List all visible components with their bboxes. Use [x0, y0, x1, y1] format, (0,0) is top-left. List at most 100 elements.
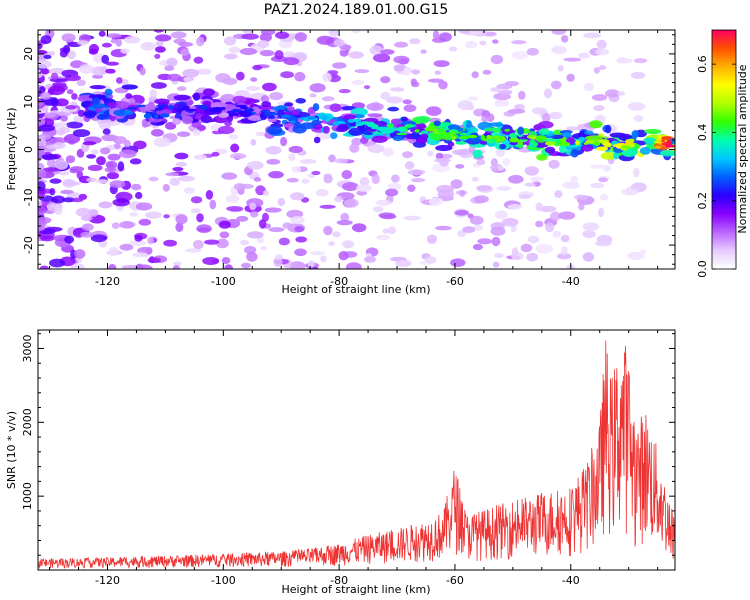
ridge-core-blob	[179, 107, 190, 110]
noise-blob	[54, 160, 69, 170]
ridge-core-blob	[198, 104, 209, 111]
noise-blob	[38, 169, 47, 179]
noise-blob	[551, 30, 567, 35]
noise-blob	[196, 36, 205, 47]
ridge-core-blob	[459, 135, 469, 140]
ridge-blob	[165, 122, 177, 130]
noise-blob	[249, 211, 259, 218]
ridge-blob	[433, 120, 441, 127]
noise-blob	[467, 96, 479, 101]
colorbar-tick-label: 0.2	[696, 192, 709, 210]
noise-blob	[490, 87, 501, 92]
noise-blob	[142, 120, 152, 127]
ridge-core-blob	[243, 107, 255, 113]
noise-blob	[496, 83, 513, 90]
noise-blob	[48, 85, 65, 96]
noise-blob	[71, 93, 78, 100]
noise-blob	[38, 136, 47, 147]
noise-blob	[147, 257, 161, 264]
noise-blob	[570, 175, 578, 184]
noise-blob	[63, 44, 71, 54]
noise-blob	[508, 174, 524, 184]
noise-blob	[550, 80, 562, 90]
noise-blob	[393, 64, 407, 72]
noise-blob	[402, 99, 412, 105]
noise-blob	[535, 202, 544, 212]
noise-blob	[38, 181, 46, 192]
noise-blob	[75, 207, 92, 217]
noise-blob	[178, 42, 194, 47]
noise-blob	[493, 93, 512, 101]
ridge-blob	[329, 103, 342, 112]
noise-blob	[81, 215, 93, 221]
noise-blob	[551, 45, 567, 55]
noise-blob	[545, 222, 555, 233]
ridge-core-blob	[397, 127, 406, 131]
noise-blob	[101, 54, 110, 64]
noise-blob	[595, 48, 610, 56]
noise-blob	[253, 177, 262, 182]
ridge-core-blob	[360, 121, 371, 125]
noise-blob	[147, 236, 155, 245]
noise-blob	[364, 256, 376, 263]
ridge-core-blob	[596, 146, 608, 151]
colorbar-tick-label: 0.0	[696, 260, 709, 278]
noise-blob	[224, 53, 238, 60]
noise-blob	[134, 234, 143, 242]
noise-blob	[301, 178, 310, 184]
noise-blob	[289, 261, 306, 269]
noise-blob	[38, 49, 48, 55]
y-tick-label: -10	[22, 188, 35, 206]
noise-blob	[62, 197, 76, 203]
noise-blob	[46, 51, 56, 56]
noise-blob	[630, 71, 646, 79]
noise-blob	[566, 126, 579, 131]
ridge-blob	[621, 148, 637, 157]
ridge-core-blob	[126, 107, 138, 110]
noise-blob	[65, 105, 77, 110]
noise-blob	[239, 239, 249, 246]
noise-blob	[529, 176, 544, 182]
ridge-core-blob	[654, 145, 662, 149]
noise-blob	[583, 32, 601, 39]
noise-blob	[43, 167, 59, 172]
noise-blob	[323, 225, 333, 236]
noise-blob	[333, 38, 345, 48]
noise-blob	[560, 246, 568, 256]
ridge-blob	[125, 93, 133, 99]
noise-blob	[241, 262, 251, 269]
noise-blob	[167, 73, 182, 82]
noise-blob	[96, 156, 106, 166]
ridge-core-blob	[209, 107, 221, 113]
noise-blob	[154, 53, 161, 59]
noise-blob	[407, 184, 416, 192]
ridge-core-blob	[288, 120, 297, 124]
noise-blob	[562, 181, 580, 189]
noise-blob	[77, 109, 86, 117]
noise-blob	[95, 179, 109, 184]
noise-blob	[582, 230, 596, 239]
noise-blob	[196, 213, 204, 223]
ridge-blob	[472, 149, 483, 159]
noise-blob	[380, 76, 391, 84]
noise-blob	[633, 58, 648, 64]
noise-blob	[582, 252, 595, 262]
noise-blob	[472, 243, 483, 251]
noise-blob	[180, 48, 190, 56]
noise-blob	[411, 81, 420, 88]
noise-blob	[434, 70, 441, 75]
noise-blob	[479, 40, 487, 46]
noise-blob	[76, 79, 86, 87]
noise-blob	[150, 129, 164, 137]
noise-blob	[380, 49, 395, 55]
noise-blob	[402, 151, 413, 159]
ridge-blob	[435, 144, 453, 152]
ridge-blob	[200, 115, 212, 124]
noise-blob	[373, 206, 384, 213]
noise-blob	[426, 106, 442, 116]
ridge-blob	[544, 146, 556, 154]
ridge-blob	[291, 109, 301, 116]
ridge-blob	[410, 131, 420, 139]
noise-blob	[49, 188, 56, 196]
ridge-core-blob	[661, 136, 674, 140]
